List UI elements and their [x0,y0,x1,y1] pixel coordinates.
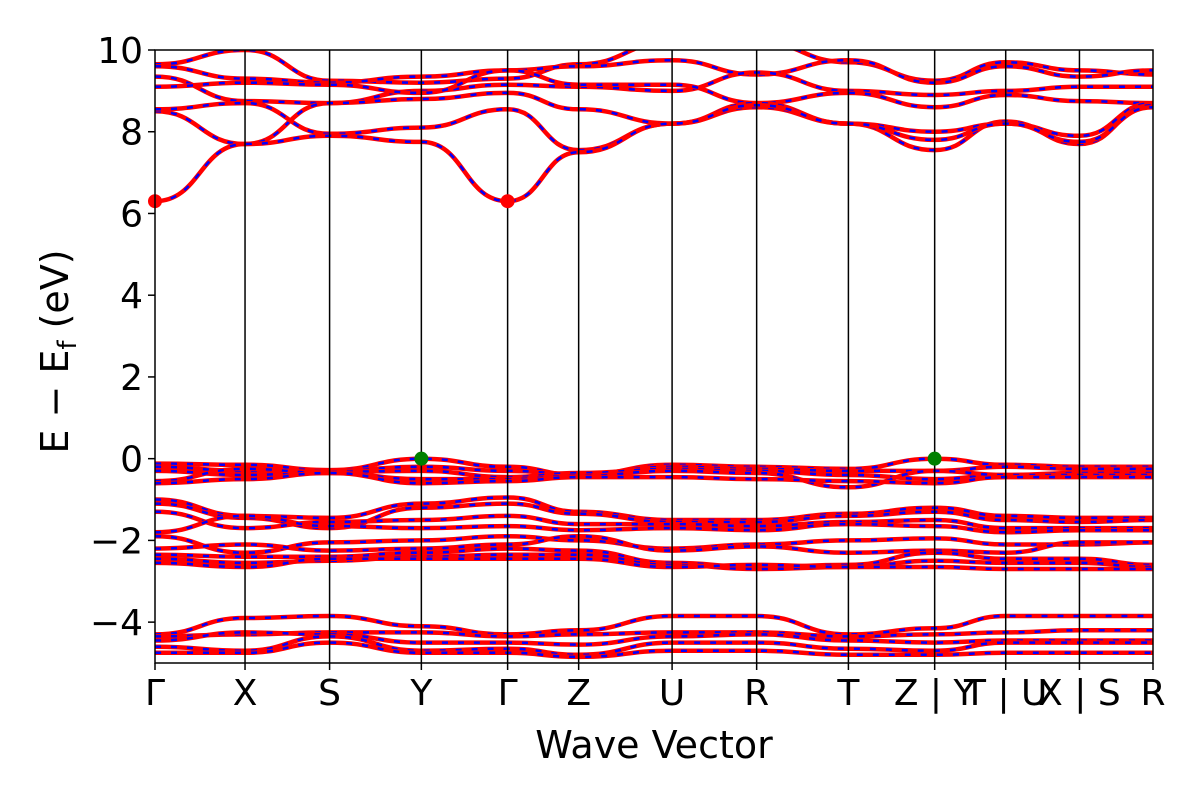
x-tick-label: Γ [145,673,165,714]
y-tick-label: −2 [90,521,143,562]
x-tick-label: T [836,673,860,714]
band-line-spin-down-23 [155,631,1153,646]
bands-layer [155,50,1153,660]
x-axis-label: Wave Vector [535,723,773,767]
y-axis-label-subscript: f [53,340,83,350]
x-tick-label: U [659,673,685,714]
band-line-spin-down-15 [155,514,1153,534]
y-tick-label: 8 [120,113,143,154]
y-axis-label-main: E − E [33,350,77,454]
x-tick-label: Z | Y [894,673,977,714]
x-tick-label: X [233,673,258,714]
y-axis-label: E − Ef (eV) [33,249,83,453]
x-tick-label: R [1140,673,1165,714]
y-tick-label: 6 [120,194,143,235]
y-tick-label: 10 [97,31,143,72]
x-tick-label: Γ [498,673,518,714]
band-line-spin-down-20 [155,557,1153,571]
plot-frame [154,49,1154,664]
x-tick-label: X | S [1038,673,1121,714]
band-line-spin-down-3 [155,69,1153,109]
vbm-marker-2 [414,451,429,466]
y-tick-label: 0 [120,440,143,481]
band-line-spin-down-16 [155,535,1153,554]
x-tick-label: R [744,673,769,714]
y-tick-label: −4 [90,603,143,644]
band-edge-markers [148,194,942,466]
x-tick-label: Z [566,673,591,714]
band-line-spin-up-12 [155,495,1153,523]
cbm-marker-1 [500,194,515,209]
x-tick-label: T | U [963,673,1047,714]
band-line-spin-down-11 [155,471,1153,485]
y-tick-label: 2 [120,358,143,399]
vbm-marker-3 [927,451,942,466]
x-tick-label: Y [409,673,433,714]
x-axis-ticks: Γ X S Y Γ Z U R T Z | YT | UX | S R [145,663,1166,714]
y-axis-ticks: 10 8 6 4 2 0 −2 −4 [90,31,155,644]
y-tick-label: 4 [120,276,143,317]
x-tick-label: S [318,673,341,714]
band-line-spin-down-14 [155,510,1153,530]
kpath-vertical-lines [244,50,1081,663]
y-axis-label-unit: (eV) [33,249,77,340]
band-line-spin-down-25 [155,641,1153,659]
